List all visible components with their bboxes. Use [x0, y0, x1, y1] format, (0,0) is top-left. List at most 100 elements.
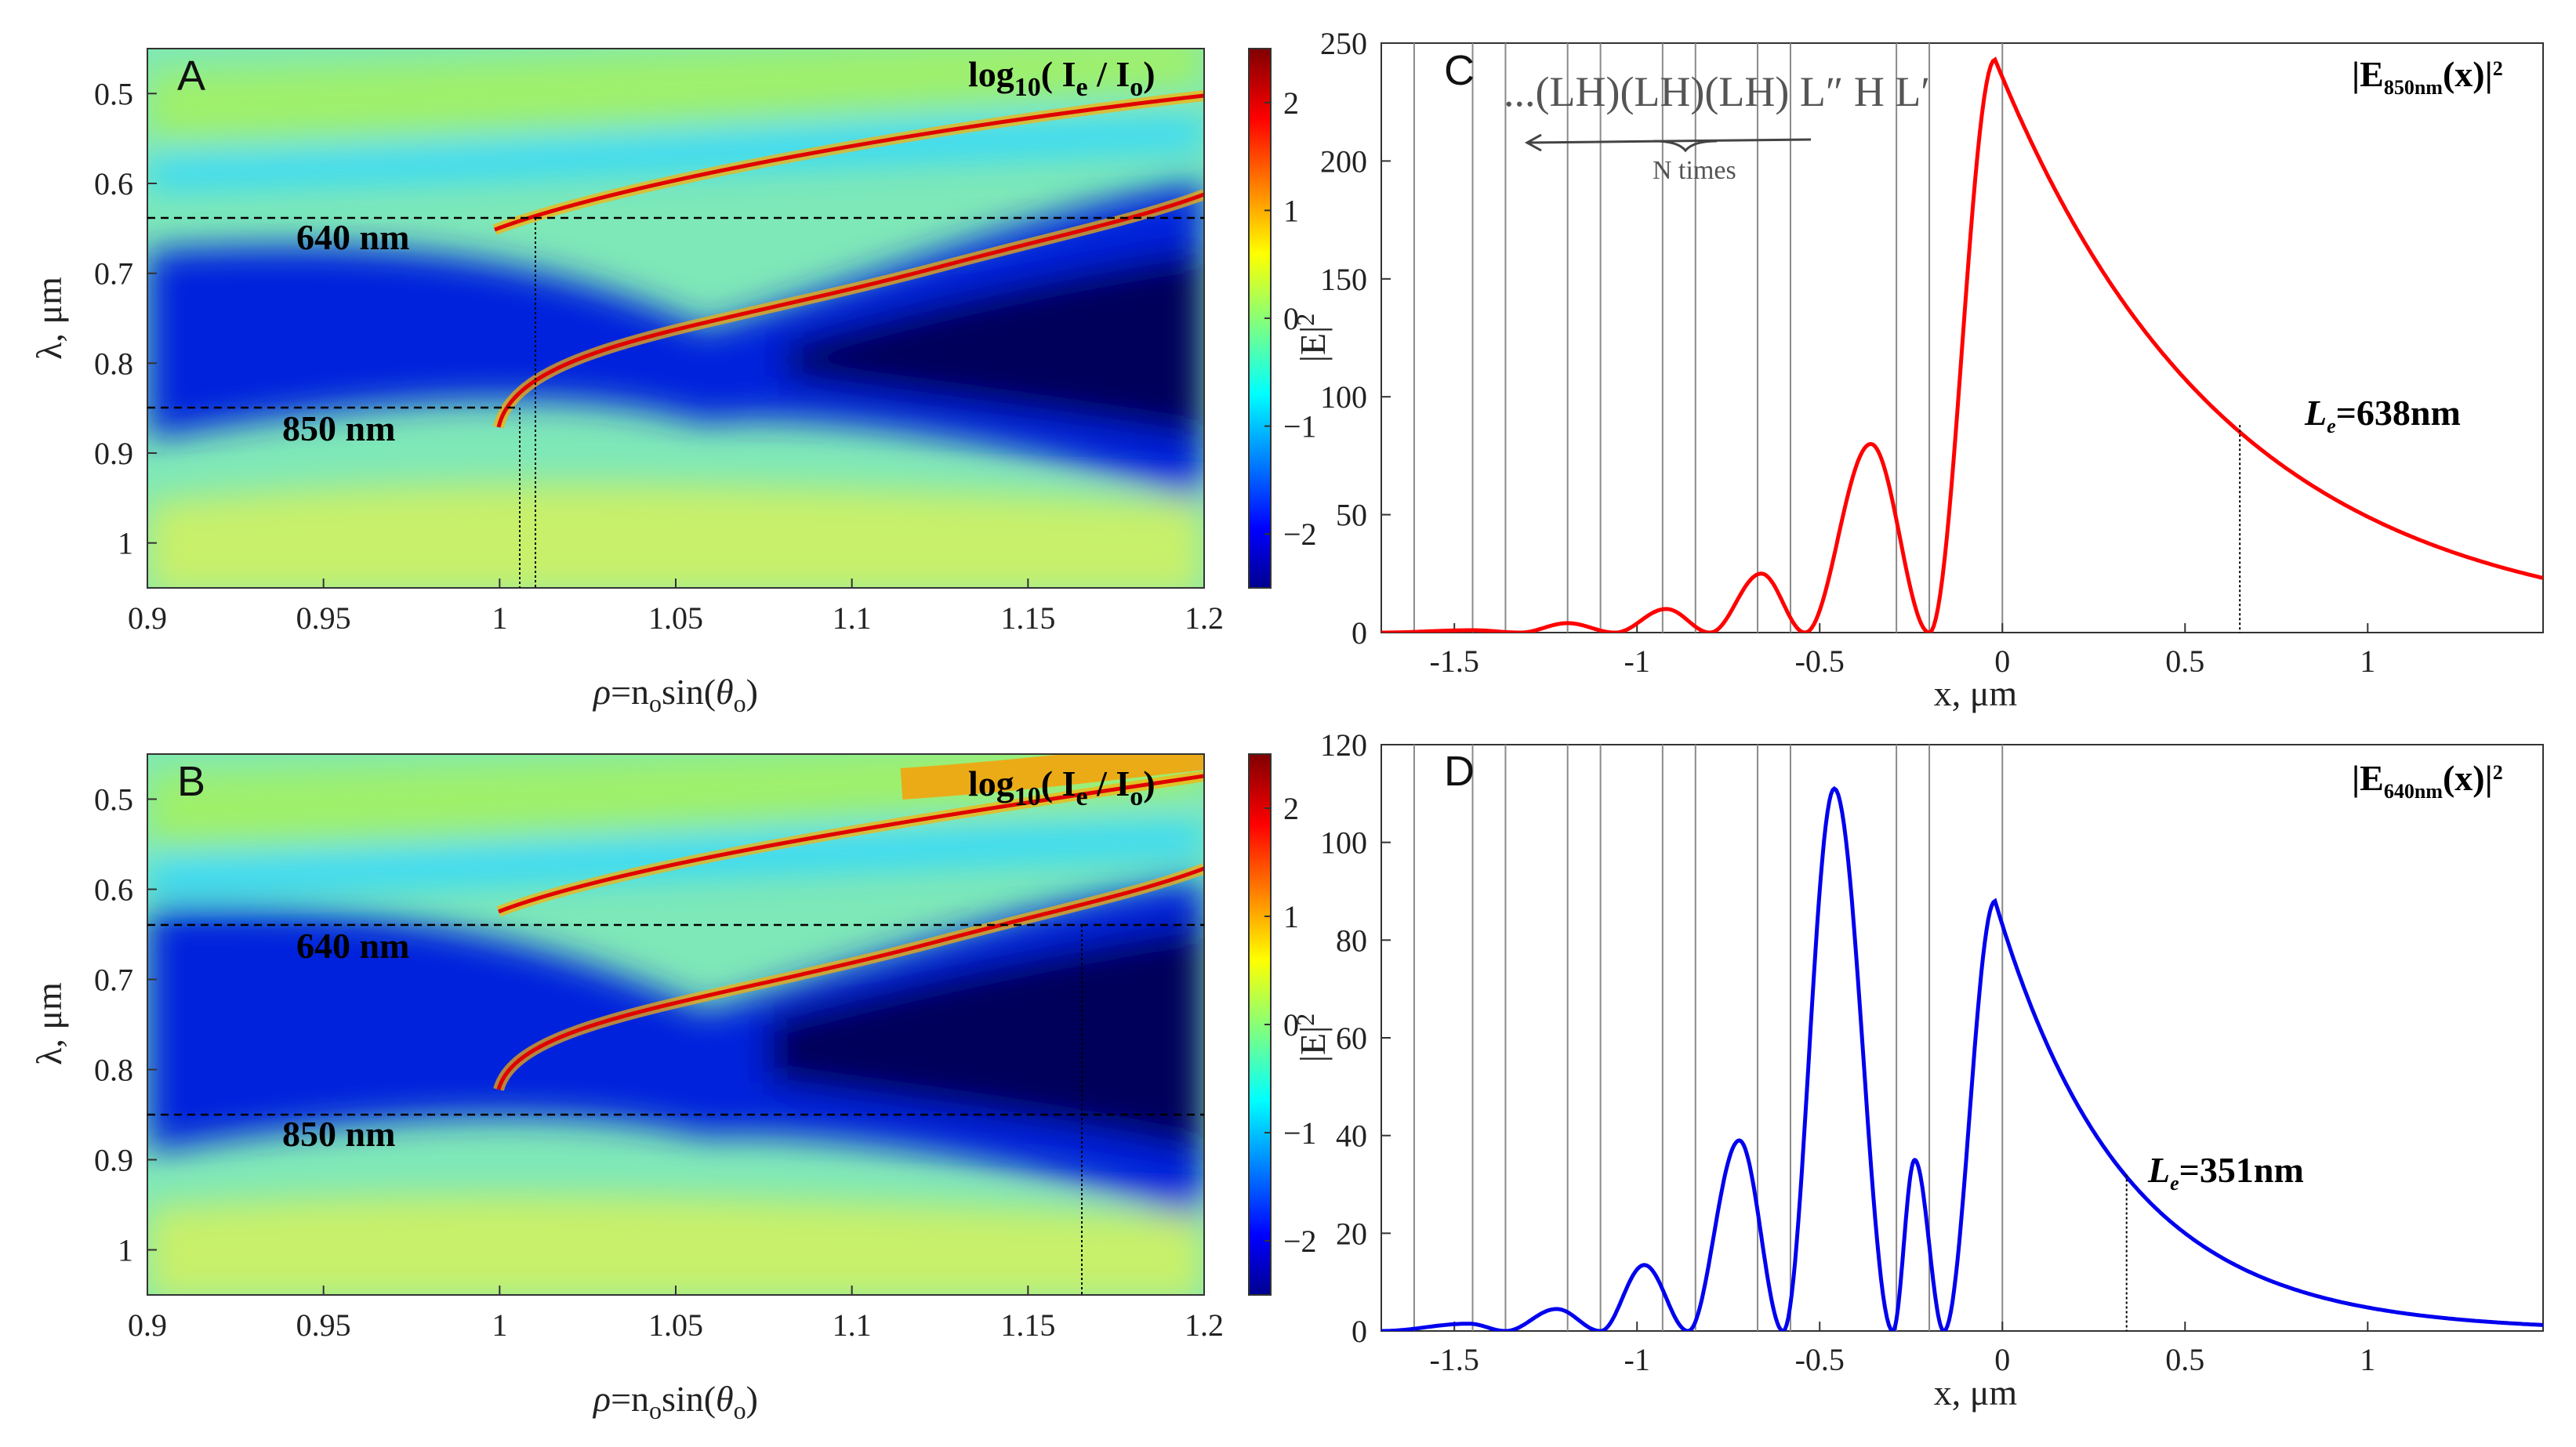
y-tick-label: 150 — [1320, 262, 1367, 297]
y-tick-label: 0.8 — [94, 1053, 133, 1088]
y-tick-label: 0.5 — [94, 782, 133, 818]
x-tick-label: 0.5 — [2165, 644, 2204, 679]
x-tick-label: 0.5 — [2165, 1342, 2204, 1377]
y-tick-label: 80 — [1336, 923, 1367, 958]
ylabel-a: λ, μm — [29, 277, 69, 360]
x-tick-label: -1.5 — [1430, 1342, 1479, 1377]
panel-d: -1.5 -1 -0.5 0 0.5 1 0 20 40 60 80 100 120 D |E640nm… — [1291, 727, 2544, 1413]
decay-length-label-d: Le=351nm — [2147, 1150, 2304, 1195]
title-d: |E640nm(x)|2 — [2352, 758, 2503, 803]
series-line-e850 — [1381, 56, 2543, 633]
x-tick-label: 1.1 — [833, 1307, 872, 1343]
ylabel-c: |E|2 — [1291, 314, 1333, 363]
series-line-e640 — [1381, 785, 2543, 1331]
x-tick-label: -1.5 — [1430, 644, 1479, 679]
y-tick-label: 200 — [1320, 143, 1367, 179]
x-tick-label: 1.15 — [1000, 1307, 1055, 1343]
title-b: log10( Ie / Io) — [968, 763, 1156, 811]
n-times-arrow — [1528, 138, 1812, 144]
colorbar-ticks-a: 2 1 0 −1 −2 — [1264, 85, 1317, 552]
xlabel-a: ρ=nosin(θo) — [592, 672, 758, 717]
y-tick-label: 40 — [1336, 1119, 1367, 1154]
x-tick-label: 0 — [1994, 644, 2010, 679]
ticks-c: -1.5 -1 -0.5 0 0.5 1 0 50 100 150 200 250 — [1320, 26, 2375, 679]
x-tick-label: 0.95 — [296, 600, 351, 636]
ticks-b: 0.9 0.95 1 1.05 1.1 1.15 1.2 0.5 0.6 0.7 0.8 0.9 1 — [94, 782, 1224, 1344]
colorbar-tick-label: 1 — [1283, 899, 1299, 934]
y-tick-label: 0.9 — [94, 1143, 133, 1178]
colorbar-ticks-b: 2 1 0 −1 −2 — [1264, 791, 1317, 1259]
colorbar-tick-label: −2 — [1283, 1224, 1317, 1259]
y-tick-label: 50 — [1336, 498, 1367, 533]
ylabel-d: |E|2 — [1291, 1014, 1333, 1063]
x-tick-label: 1.1 — [833, 600, 872, 636]
decay-length-label-c: Le=638nm — [2304, 393, 2461, 437]
y-tick-label: 1 — [118, 526, 133, 561]
y-tick-label: 0.5 — [94, 76, 133, 111]
ylabel-b: λ, μm — [29, 982, 69, 1065]
y-tick-label: 0.6 — [94, 166, 133, 201]
x-tick-label: 1 — [492, 1307, 507, 1343]
panel-b: 0.9 0.95 1 1.05 1.1 1.15 1.2 0.5 0.6 0.7 0.8 0.9 1 6… — [29, 753, 1317, 1424]
layer-boundaries-d — [1413, 745, 2004, 1331]
panel-letter-a: A — [177, 53, 205, 100]
y-tick-label: 0.7 — [94, 256, 133, 292]
x-tick-label: 0.9 — [128, 1307, 167, 1343]
colorbar-tick-label: 0 — [1283, 301, 1299, 336]
title-c: |E850nm(x)|2 — [2352, 54, 2503, 99]
x-tick-label: -1 — [1624, 644, 1650, 679]
x-tick-label: 0.9 — [128, 600, 167, 636]
brace-icon — [1653, 140, 1718, 153]
heatmap-b — [147, 754, 1204, 1295]
x-tick-label: 1 — [2360, 1342, 2375, 1377]
y-tick-label: 1 — [118, 1233, 133, 1268]
xlabel-b: ρ=nosin(θo) — [592, 1379, 758, 1424]
panel-a: 0.9 0.95 1 1.05 1.1 1.15 1.2 0.5 0.6 0.7 0.8 0.9 1 6… — [29, 48, 1317, 717]
x-tick-label: 1.2 — [1185, 1307, 1224, 1343]
x-tick-label: -1 — [1624, 1342, 1650, 1377]
y-tick-label: 0.9 — [94, 436, 133, 471]
label-850nm-a: 850 nm — [282, 408, 395, 448]
x-tick-label: 1.2 — [1185, 600, 1224, 636]
y-tick-label: 120 — [1320, 727, 1367, 763]
colorbar-tick-label: −2 — [1283, 517, 1317, 552]
x-tick-label: 0.95 — [296, 1307, 351, 1343]
colorbar-tick-label: −1 — [1283, 1115, 1317, 1151]
label-640nm-a: 640 nm — [296, 217, 409, 257]
ticks-a: 0.9 0.95 1 1.05 1.1 1.15 1.2 0.5 0.6 0.7 0.8 0.9 1 — [94, 76, 1224, 636]
y-tick-label: 20 — [1336, 1216, 1367, 1251]
x-tick-label: 0 — [1994, 1342, 2010, 1377]
y-tick-label: 100 — [1320, 379, 1367, 415]
x-tick-label: 1.05 — [648, 1307, 703, 1343]
colorbar-tick-label: 1 — [1283, 193, 1299, 228]
y-tick-label: 0 — [1351, 1314, 1367, 1349]
panel-c: -1.5 -1 -0.5 0 0.5 1 0 50 100 150 200 250 C |E850nm… — [1291, 26, 2544, 713]
arrow-head-icon — [1524, 133, 1542, 152]
panel-letter-b: B — [177, 758, 205, 805]
y-tick-label: 0.8 — [94, 346, 133, 381]
ticks-d: -1.5 -1 -0.5 0 0.5 1 0 20 40 60 80 100 120 — [1320, 727, 2375, 1377]
x-tick-label: -0.5 — [1795, 1342, 1845, 1377]
x-tick-label: 1.15 — [1000, 600, 1055, 636]
x-tick-label: 1.05 — [648, 600, 703, 636]
x-tick-label: 1 — [2360, 644, 2375, 679]
x-tick-label: 1 — [492, 600, 507, 636]
colorbar-tick-label: 0 — [1283, 1007, 1299, 1043]
layer-sequence-label: ...(LH)(LH)(LH) L″ H L′ — [1504, 68, 1930, 115]
title-a: log10( Ie / Io) — [968, 54, 1156, 102]
panel-letter-c: C — [1444, 47, 1475, 94]
xlabel-d: x, μm — [1934, 1373, 2018, 1413]
y-tick-label: 0.7 — [94, 963, 133, 998]
colorbar-tick-label: 2 — [1283, 85, 1299, 121]
label-640nm-b: 640 nm — [296, 926, 409, 966]
y-tick-label: 250 — [1320, 26, 1367, 61]
y-tick-label: 0 — [1351, 615, 1367, 651]
colorbar-tick-label: 2 — [1283, 791, 1299, 826]
colorbar-tick-label: −1 — [1283, 409, 1317, 444]
x-tick-label: -0.5 — [1795, 644, 1845, 679]
n-times-label: N times — [1653, 156, 1736, 185]
y-tick-label: 60 — [1336, 1021, 1367, 1056]
xlabel-c: x, μm — [1934, 673, 2018, 713]
y-tick-label: 0.6 — [94, 872, 133, 908]
